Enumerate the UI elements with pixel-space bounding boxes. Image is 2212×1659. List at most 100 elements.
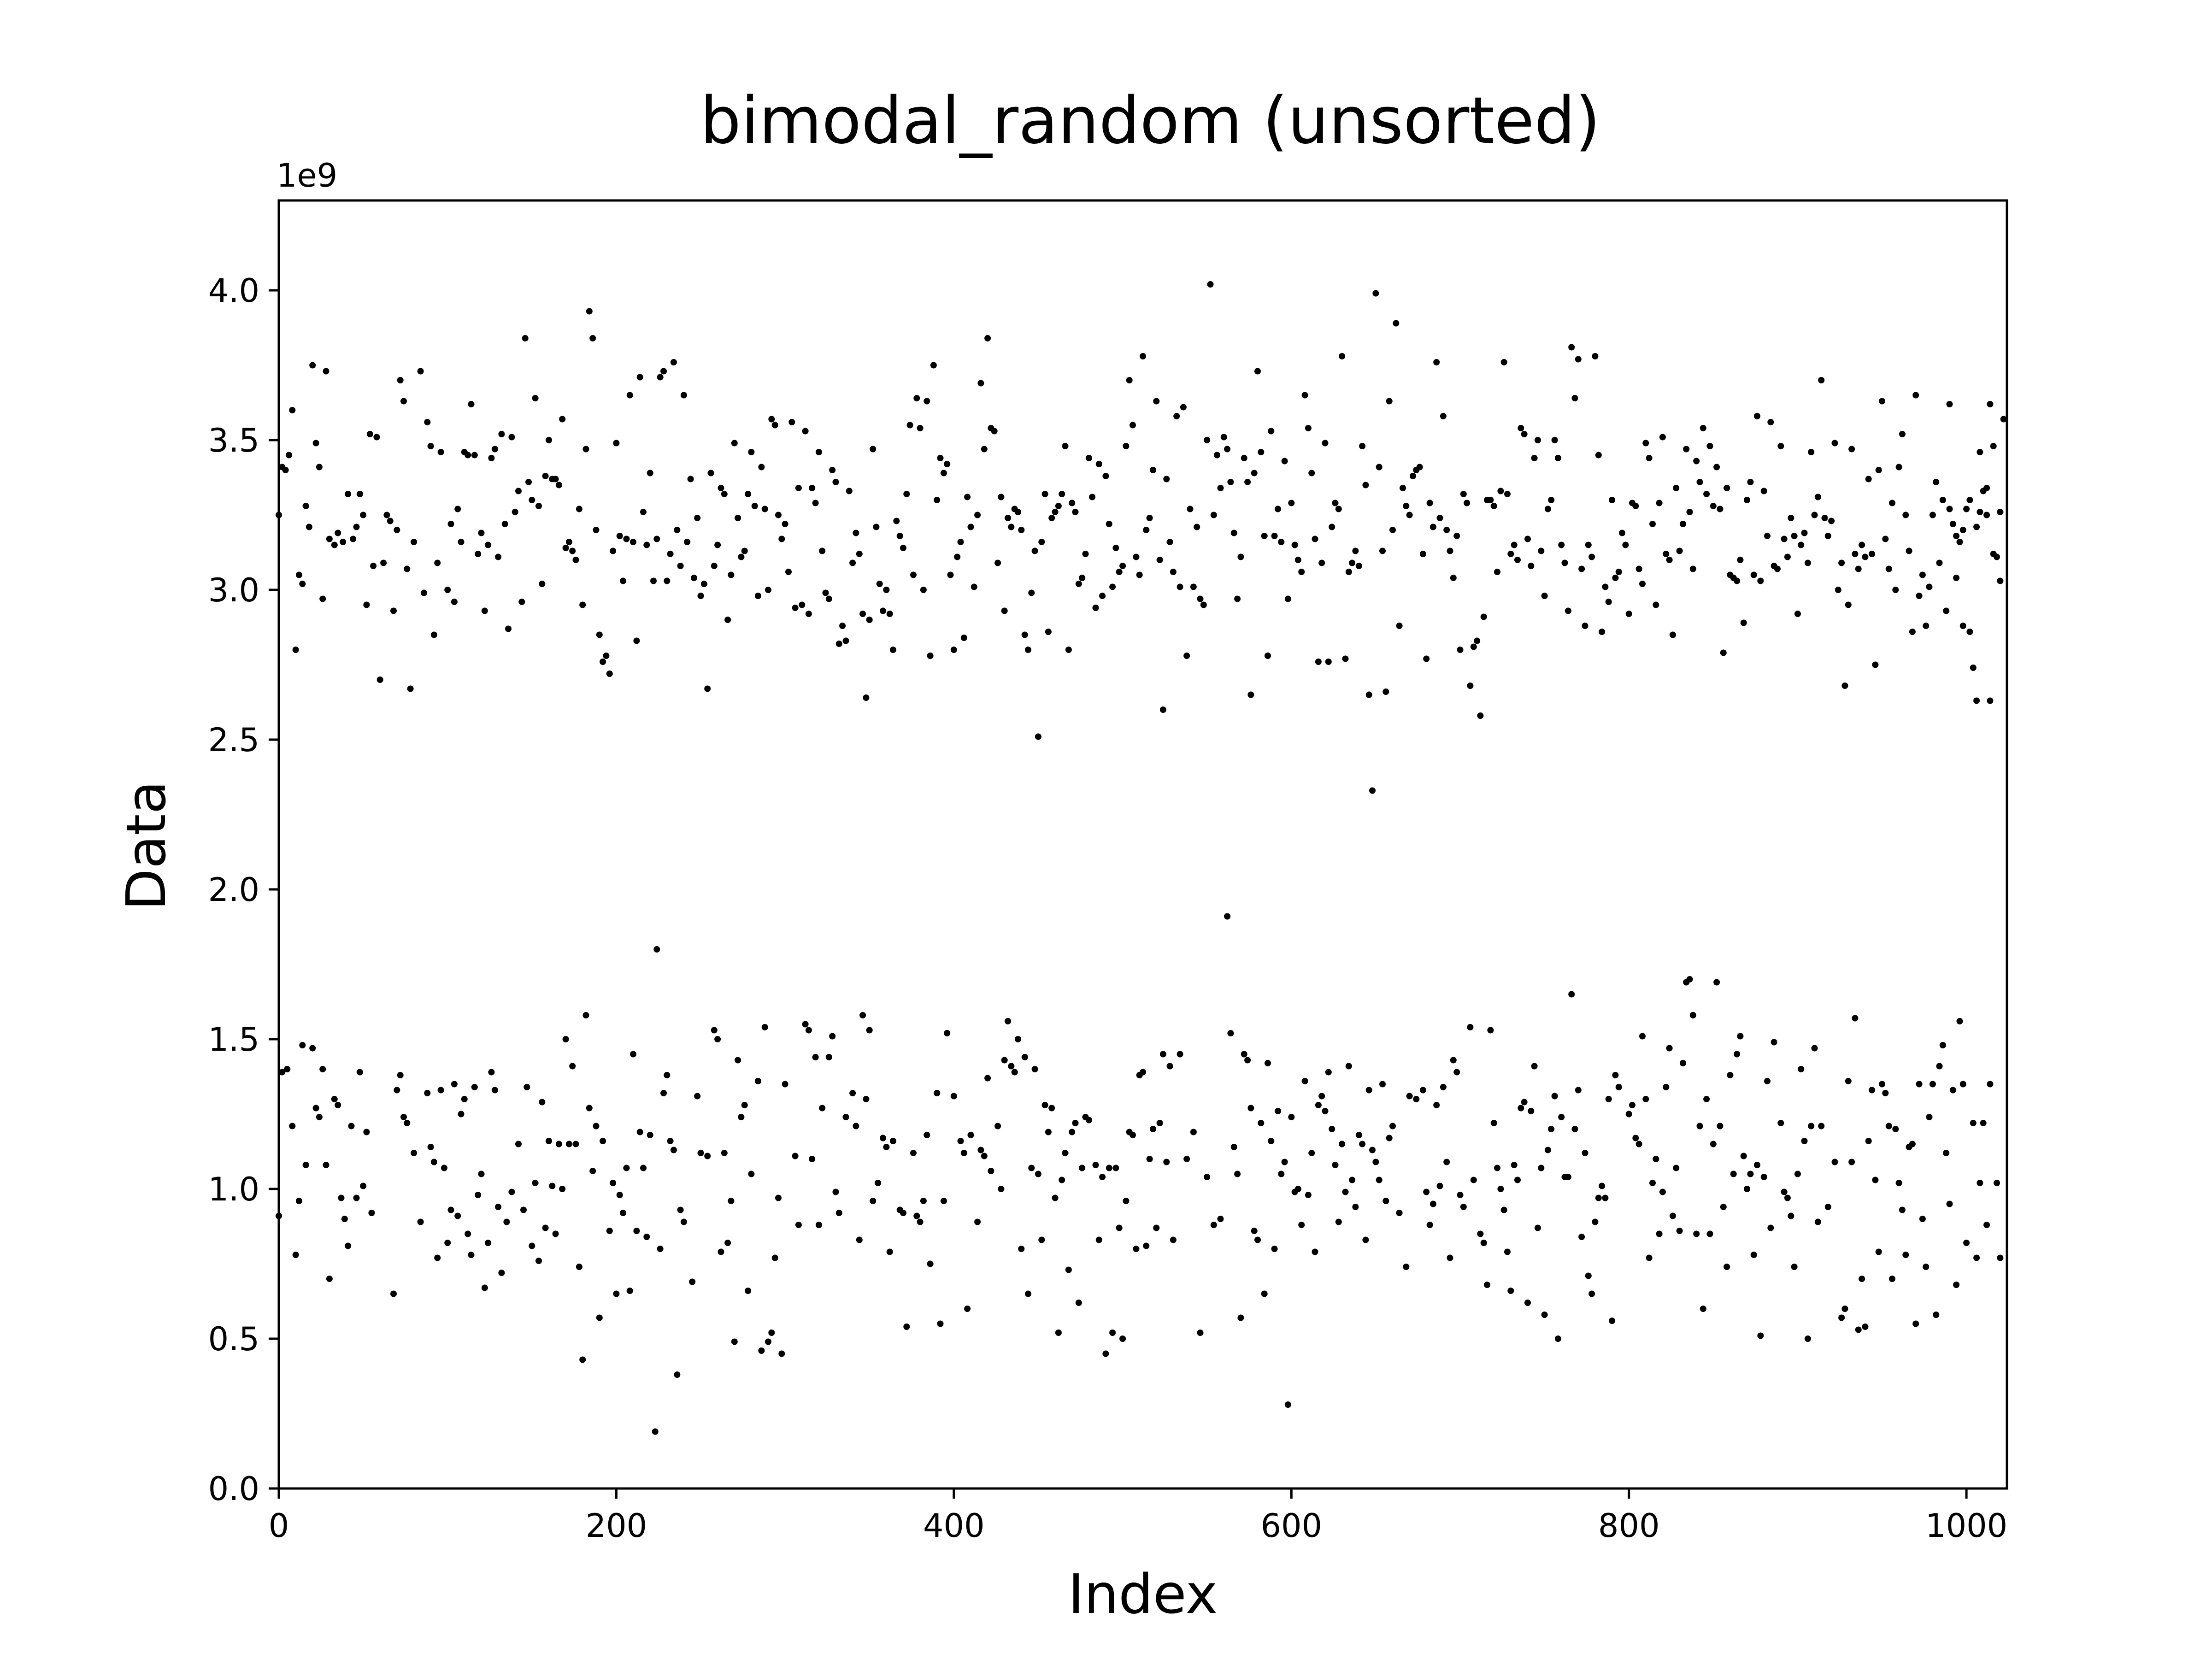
data-point — [1565, 607, 1571, 614]
data-point — [295, 571, 302, 578]
data-point — [1538, 547, 1545, 554]
data-point — [1447, 1254, 1453, 1261]
data-point — [284, 1066, 291, 1072]
plot-area — [277, 199, 2008, 1490]
data-point — [1852, 1015, 1859, 1022]
data-point — [934, 497, 941, 503]
data-point — [647, 470, 653, 477]
data-point — [1015, 1036, 1021, 1042]
data-point — [613, 440, 620, 447]
data-point — [1973, 697, 1980, 704]
data-point — [1646, 1254, 1653, 1261]
data-point — [1781, 1188, 1788, 1195]
data-point — [515, 1141, 522, 1147]
data-point — [593, 527, 600, 533]
data-point — [1477, 1230, 1484, 1237]
data-point — [1568, 344, 1575, 351]
data-point — [670, 1147, 677, 1153]
data-point — [508, 434, 515, 441]
data-point — [1804, 1335, 1811, 1342]
data-point — [356, 491, 363, 497]
x-tick-label: 600 — [1260, 1507, 1322, 1545]
data-point — [454, 1212, 461, 1219]
data-point — [1808, 1123, 1815, 1130]
data-point — [1845, 1078, 1852, 1084]
data-point — [755, 1078, 761, 1084]
data-point — [785, 569, 792, 575]
data-point — [1413, 1096, 1420, 1102]
data-point — [667, 1138, 674, 1144]
data-point — [289, 407, 296, 413]
data-point — [620, 577, 627, 584]
data-point — [331, 541, 338, 548]
data-point — [1281, 1159, 1288, 1165]
data-point — [397, 377, 404, 383]
data-point — [1821, 515, 1828, 521]
data-point — [404, 565, 411, 572]
data-point — [1294, 557, 1301, 563]
data-point — [1777, 1120, 1784, 1126]
data-point — [1301, 392, 1308, 399]
data-point — [1764, 1078, 1771, 1084]
data-point — [1791, 1264, 1798, 1270]
data-point — [447, 1206, 454, 1213]
data-point — [1507, 1288, 1514, 1294]
data-point — [815, 449, 822, 455]
data-point — [1737, 1033, 1744, 1040]
data-point — [1079, 575, 1086, 581]
data-point — [353, 524, 360, 530]
data-point — [1355, 1132, 1362, 1138]
data-point — [1156, 557, 1163, 563]
data-point — [1663, 551, 1670, 557]
data-point — [1075, 581, 1082, 587]
data-point — [424, 1090, 431, 1096]
data-point — [1882, 1090, 1889, 1096]
data-point — [522, 335, 529, 341]
data-point — [1426, 500, 1433, 506]
data-point — [1926, 1114, 1933, 1120]
data-point — [1416, 464, 1423, 471]
data-point — [1443, 527, 1450, 533]
data-point — [1021, 631, 1028, 638]
data-point — [1811, 1045, 1818, 1052]
data-point — [1308, 1150, 1315, 1156]
data-point — [1987, 1081, 1994, 1088]
data-point — [1136, 571, 1143, 578]
data-point — [1329, 524, 1335, 530]
data-point — [1190, 1129, 1197, 1135]
data-point — [1244, 1057, 1251, 1064]
data-point — [883, 1144, 890, 1150]
x-tick-label: 1000 — [1925, 1507, 2007, 1545]
data-point — [1595, 1194, 1602, 1201]
data-point — [1838, 559, 1845, 566]
data-point — [1140, 353, 1146, 359]
data-point — [880, 1135, 886, 1141]
data-point — [1490, 503, 1497, 509]
data-point — [771, 422, 778, 429]
data-point — [1689, 1012, 1696, 1018]
data-point — [937, 455, 944, 461]
data-point — [1646, 455, 1653, 461]
data-point — [1005, 515, 1011, 521]
data-point — [1558, 541, 1565, 548]
data-point — [394, 527, 400, 533]
data-point — [1467, 1024, 1474, 1030]
data-point — [309, 362, 316, 369]
data-point — [1666, 557, 1673, 563]
data-point — [1156, 1120, 1163, 1126]
data-point — [846, 488, 853, 494]
data-point — [957, 539, 964, 545]
data-point — [437, 1087, 444, 1094]
data-point — [1959, 527, 1966, 533]
data-point — [360, 512, 367, 518]
data-point — [1123, 443, 1130, 449]
data-point — [1342, 655, 1349, 662]
data-point — [1187, 506, 1194, 512]
data-point — [1143, 527, 1150, 533]
data-point — [636, 1129, 643, 1135]
data-point — [697, 593, 704, 599]
data-point — [647, 1132, 653, 1138]
data-point — [1956, 539, 1963, 545]
data-point — [738, 553, 745, 560]
data-point — [589, 1168, 596, 1174]
